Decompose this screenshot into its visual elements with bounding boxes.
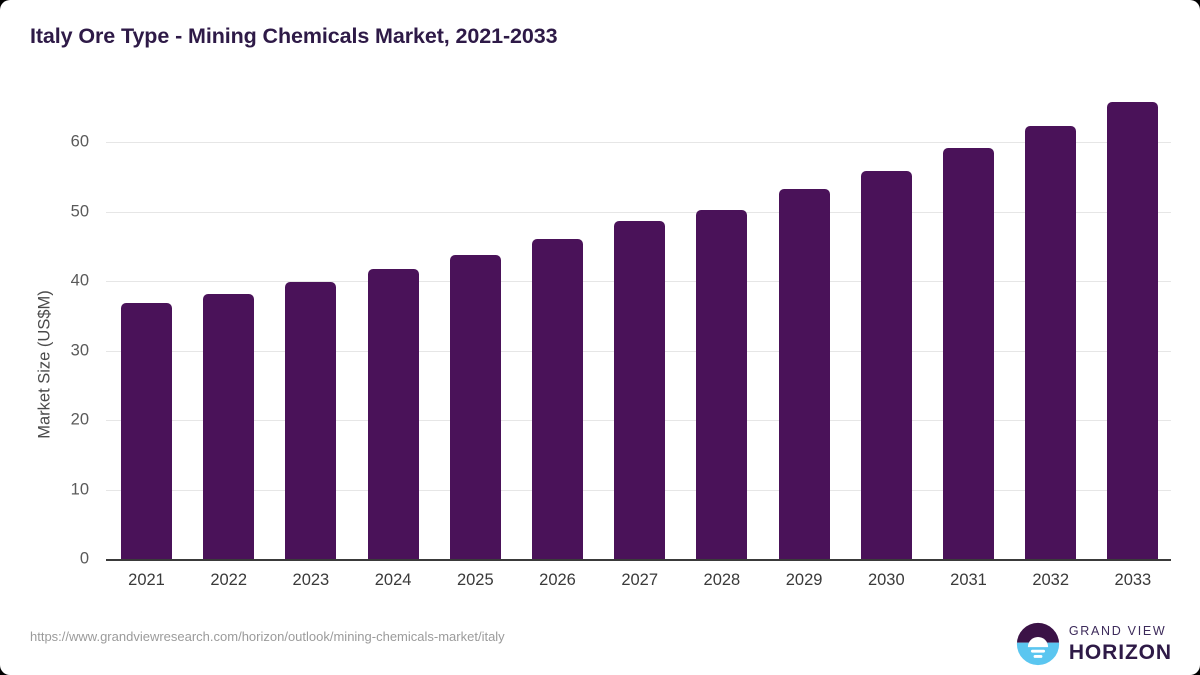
bar-2025[interactable]: [449, 254, 501, 559]
bar-series: [106, 90, 1171, 559]
logo-line-1: GRAND VIEW: [1068, 624, 1167, 639]
bar-2026[interactable]: [532, 238, 583, 559]
x-tick-label-2026: 2026: [539, 571, 576, 589]
horizon-circle-icon: [1016, 622, 1059, 666]
bar-2031[interactable]: [943, 148, 994, 559]
y-tick-label: 10: [70, 480, 89, 499]
page-title: Italy Ore Type - Mining Chemicals Market…: [30, 24, 558, 48]
bar-2024[interactable]: [367, 268, 419, 559]
y-tick-label: 60: [70, 132, 89, 151]
logo-line-2: HORIZON: [1068, 640, 1172, 664]
x-tick-label-2021: 2021: [128, 571, 165, 589]
brand-logo: GRAND VIEW HORIZON: [1016, 620, 1172, 668]
x-tick-label-2025: 2025: [456, 571, 494, 589]
x-tick-label-2029: 2029: [785, 571, 823, 589]
y-tick-label: 0: [79, 549, 89, 568]
x-tick-label-2028: 2028: [703, 571, 741, 589]
logo-wordmark: GRAND VIEW HORIZON: [1069, 625, 1172, 663]
x-tick-label-2027: 2027: [621, 571, 659, 589]
bar-2022[interactable]: [203, 293, 255, 559]
x-tick-label-2023: 2023: [292, 571, 330, 589]
bar-2021[interactable]: [121, 303, 172, 559]
x-tick-label-2033: 2033: [1114, 571, 1152, 589]
bar-2028[interactable]: [696, 210, 748, 559]
plot-region: 0 10 20 30 40 50 60 2021 2022 2023 2024 2025 2026 20…: [71, 90, 1171, 589]
bar-2032[interactable]: [1025, 126, 1077, 559]
y-tick-label: 50: [70, 202, 89, 221]
gridline-0: [106, 559, 1171, 561]
y-tick-label: 40: [70, 271, 89, 290]
x-tick-label-2030: 2030: [867, 571, 905, 589]
y-axis-title: Market Size (US$M): [35, 290, 54, 439]
y-tick-label: 20: [70, 410, 89, 429]
x-tick-label-2024: 2024: [374, 571, 412, 589]
x-tick-label-2032: 2032: [1032, 571, 1070, 589]
y-tick-label: 30: [70, 341, 89, 360]
bar-2033[interactable]: [1107, 101, 1159, 559]
bar-2023[interactable]: [285, 281, 337, 559]
source-url[interactable]: https://www.grandviewresearch.com/horizo…: [30, 629, 505, 644]
bar-2027[interactable]: [614, 221, 666, 559]
bar-2030[interactable]: [860, 171, 912, 559]
gridline-50: [106, 211, 1171, 213]
bar-2029[interactable]: [778, 189, 830, 559]
x-tick-label-2022: 2022: [210, 571, 248, 589]
gridline-60: [106, 142, 1171, 144]
x-tick-label-2031: 2031: [950, 571, 987, 589]
